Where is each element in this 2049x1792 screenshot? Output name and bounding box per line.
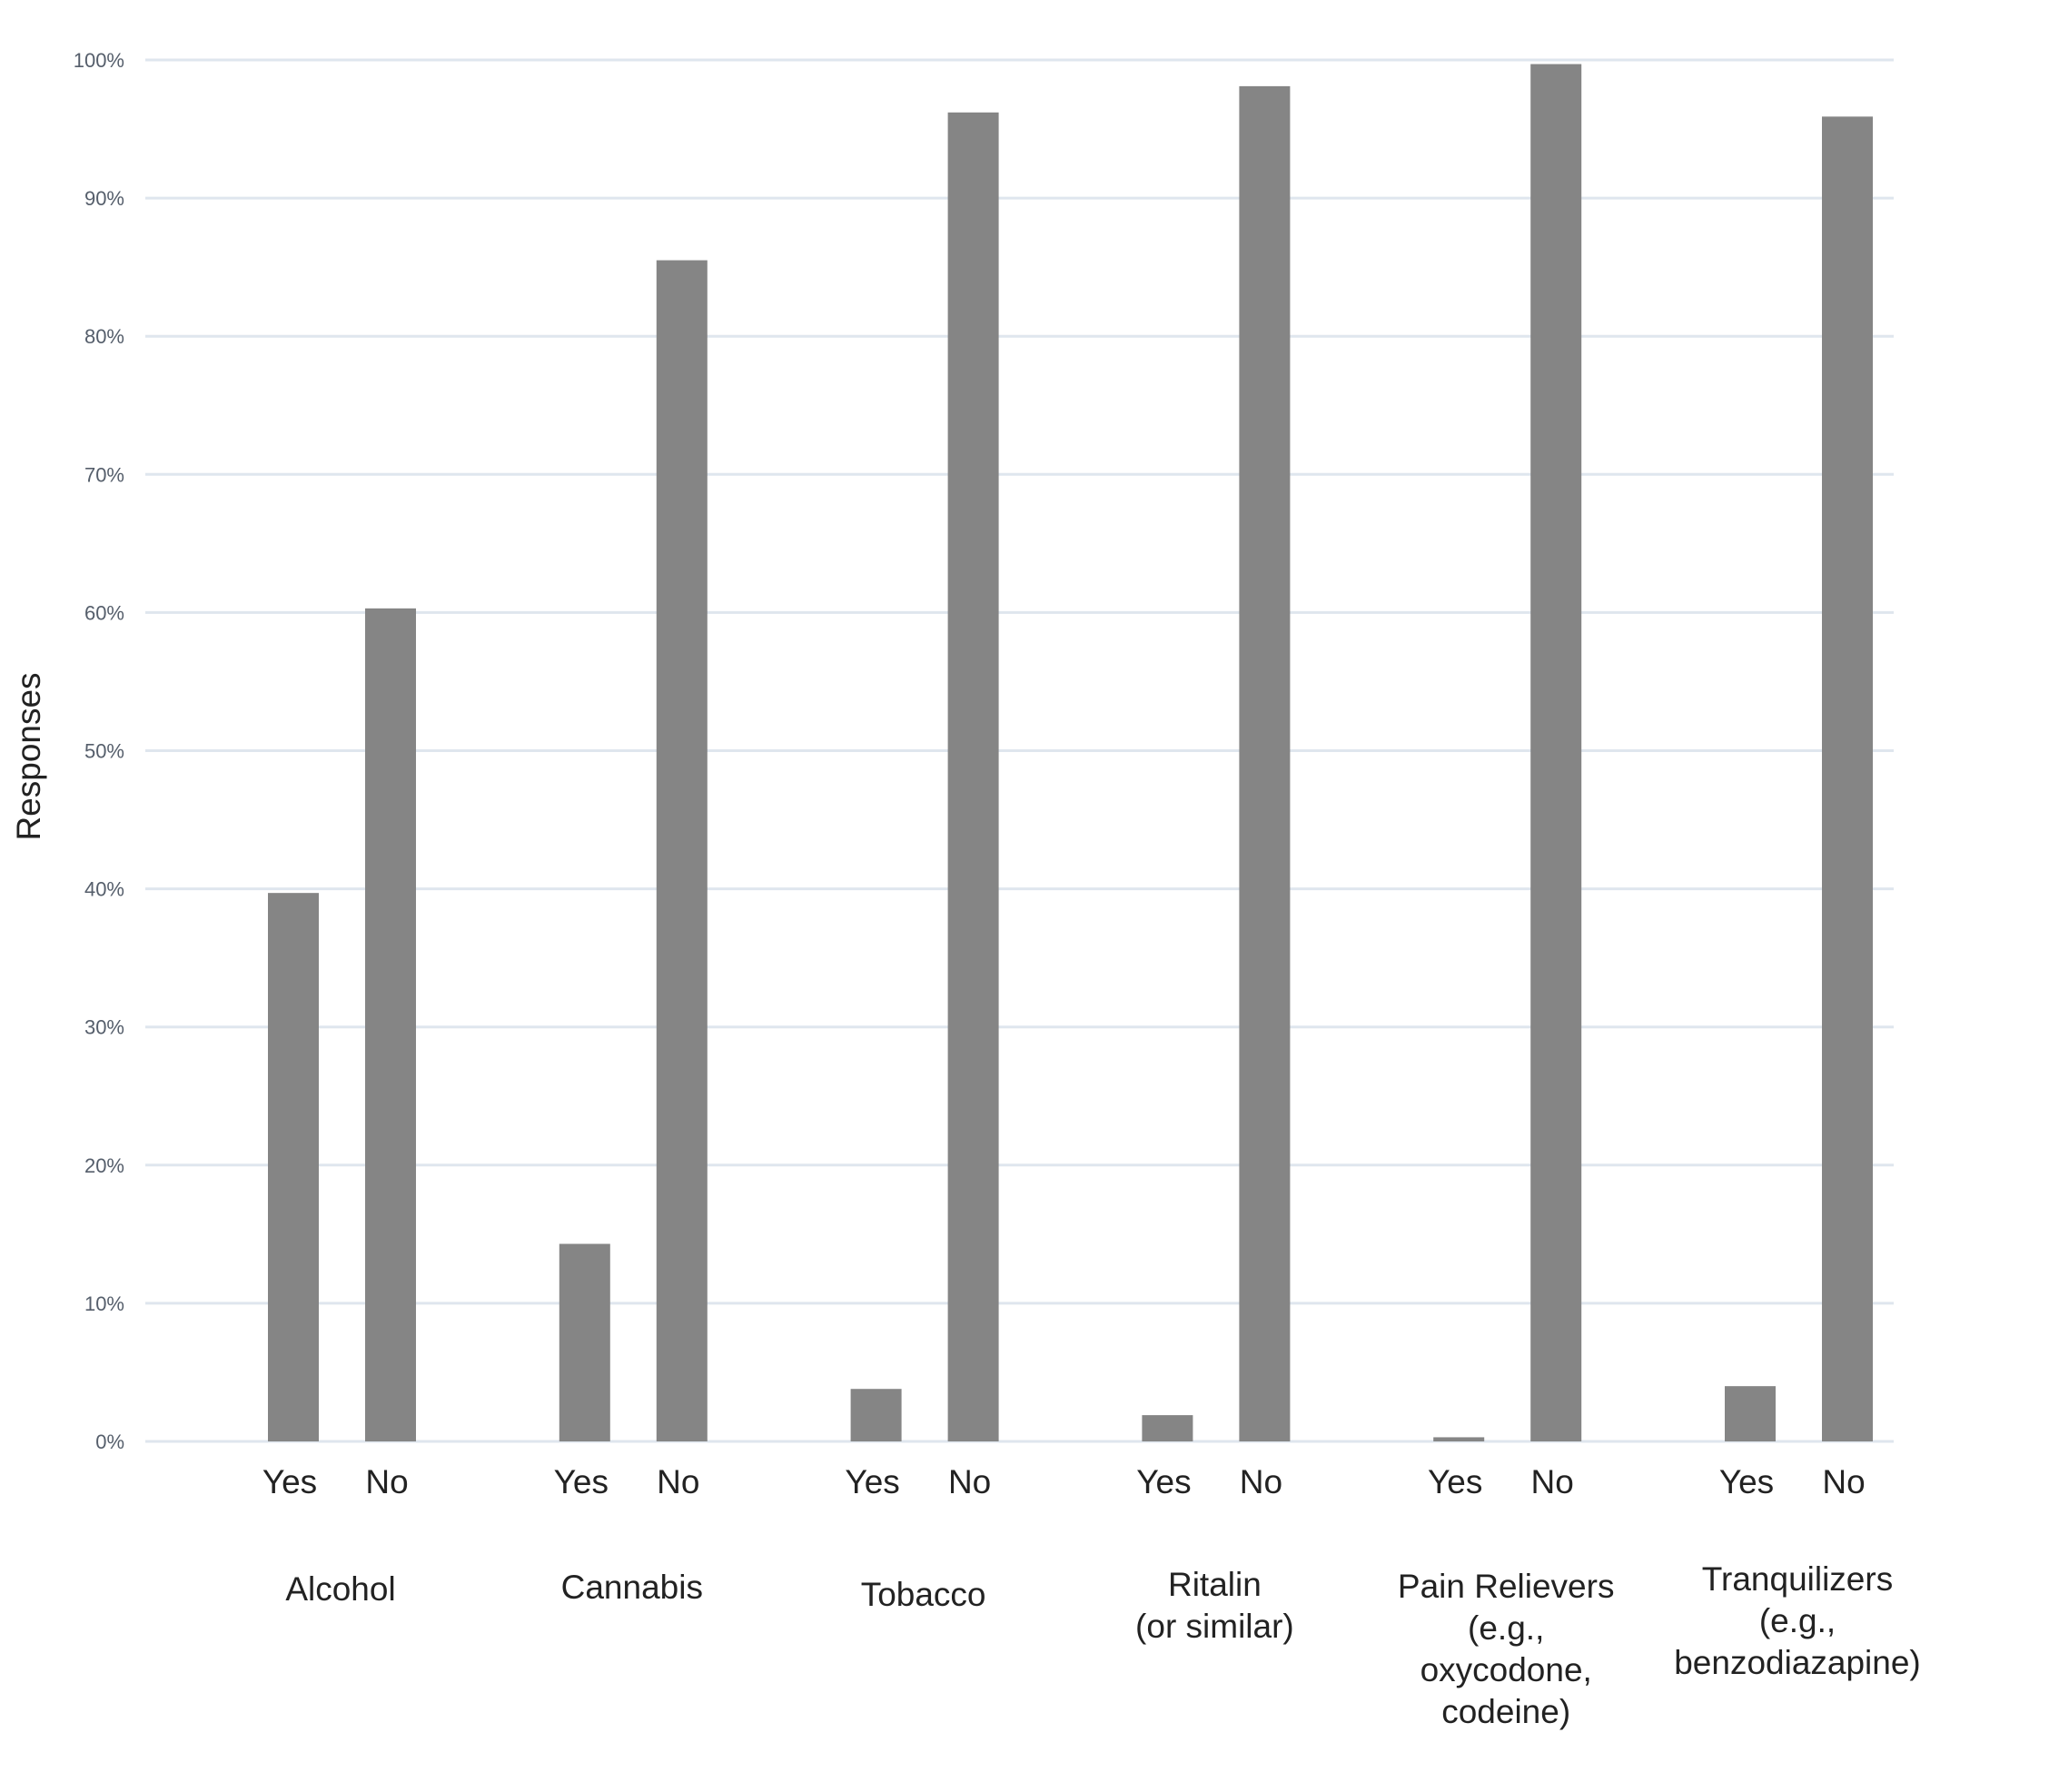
x-tick-label: No [948,1463,991,1500]
y-axis-label: Responses [10,672,47,840]
y-tick-label: 60% [84,601,124,624]
x-tick-label: No [1240,1463,1282,1500]
bar-yes [1725,1386,1776,1441]
bar-no [365,608,416,1441]
bar-yes [1433,1437,1485,1441]
x-tick-label: Yes [554,1463,609,1500]
y-tick-label: 100% [74,49,124,72]
y-tick-label: 30% [84,1016,124,1039]
y-tick-label: 0% [95,1431,124,1453]
x-tick-label: Yes [262,1463,317,1500]
bar-no [1239,85,1291,1441]
y-tick-label: 20% [84,1154,124,1177]
group-labels: Alcohol Cannabis Tobacco Ritalin (or similar… [285,1560,1920,1730]
group-label: Ritalin (or similar) [1135,1566,1294,1645]
bar-yes [850,1389,902,1441]
y-tick-label: 70% [84,463,124,486]
x-tick-label: No [365,1463,408,1500]
x-tick-label: No [657,1463,699,1500]
y-tick-label: 80% [84,325,124,348]
bar-yes [268,893,319,1441]
bar-yes [1142,1415,1193,1441]
bar-no [656,260,708,1441]
bar-no [947,112,999,1442]
y-axis-ticks: 0% 10% 20% 30% 40% 50% 60% 70% 80% 90% 100% [74,49,124,1453]
bar-no [1530,64,1582,1442]
bar-yes [559,1243,610,1441]
x-tick-label: Yes [1428,1463,1482,1500]
gridlines [145,58,1894,1443]
group-label: Tranquilizers (e.g., benzodiazapine) [1674,1560,1921,1681]
y-tick-label: 50% [84,740,124,763]
group-label: Alcohol [285,1570,395,1608]
x-tick-label: Yes [1719,1463,1774,1500]
y-tick-label: 40% [84,878,124,901]
group-label: Tobacco [861,1576,986,1613]
group-label: Pain Relievers (e.g., oxycodone, codeine) [1398,1568,1615,1730]
x-axis-ticks: Yes No Yes No Yes No Yes No Yes No Yes No [262,1463,1866,1500]
x-tick-label: Yes [1136,1463,1191,1500]
bars [268,64,1873,1442]
bar-no [1822,116,1873,1442]
y-tick-label: 90% [84,187,124,210]
group-label: Cannabis [561,1569,703,1606]
x-tick-label: Yes [845,1463,899,1500]
x-tick-label: No [1531,1463,1574,1500]
x-tick-label: No [1822,1463,1865,1500]
y-tick-label: 10% [84,1292,124,1315]
